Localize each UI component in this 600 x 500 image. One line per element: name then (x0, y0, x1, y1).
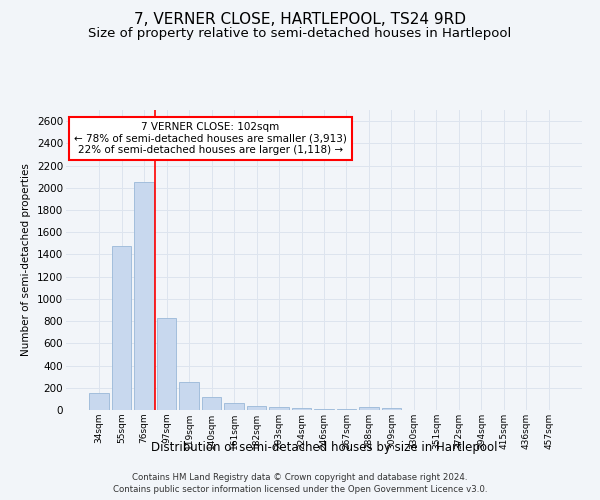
Bar (89, 394, 109, 410)
Bar (202, 396, 221, 410)
Text: Contains HM Land Registry data © Crown copyright and database right 2024.: Contains HM Land Registry data © Crown c… (132, 472, 468, 482)
Bar (314, 408, 334, 410)
Text: 7 VERNER CLOSE: 102sqm
← 78% of semi-detached houses are smaller (3,913)
22% of : 7 VERNER CLOSE: 102sqm ← 78% of semi-det… (74, 122, 347, 155)
Bar (292, 408, 311, 410)
Bar (359, 406, 379, 410)
Bar (134, 182, 154, 410)
Bar (157, 318, 176, 410)
Bar (247, 406, 266, 410)
Bar (269, 407, 289, 410)
Bar (179, 382, 199, 410)
Bar (382, 408, 401, 410)
Text: Size of property relative to semi-detached houses in Hartlepool: Size of property relative to semi-detach… (88, 28, 512, 40)
Text: Distribution of semi-detached houses by size in Hartlepool: Distribution of semi-detached houses by … (151, 441, 497, 454)
Bar (112, 246, 131, 410)
Bar (224, 403, 244, 410)
Text: 7, VERNER CLOSE, HARTLEPOOL, TS24 9RD: 7, VERNER CLOSE, HARTLEPOOL, TS24 9RD (134, 12, 466, 28)
Text: Contains public sector information licensed under the Open Government Licence v3: Contains public sector information licen… (113, 485, 487, 494)
Y-axis label: Number of semi-detached properties: Number of semi-detached properties (22, 164, 31, 356)
